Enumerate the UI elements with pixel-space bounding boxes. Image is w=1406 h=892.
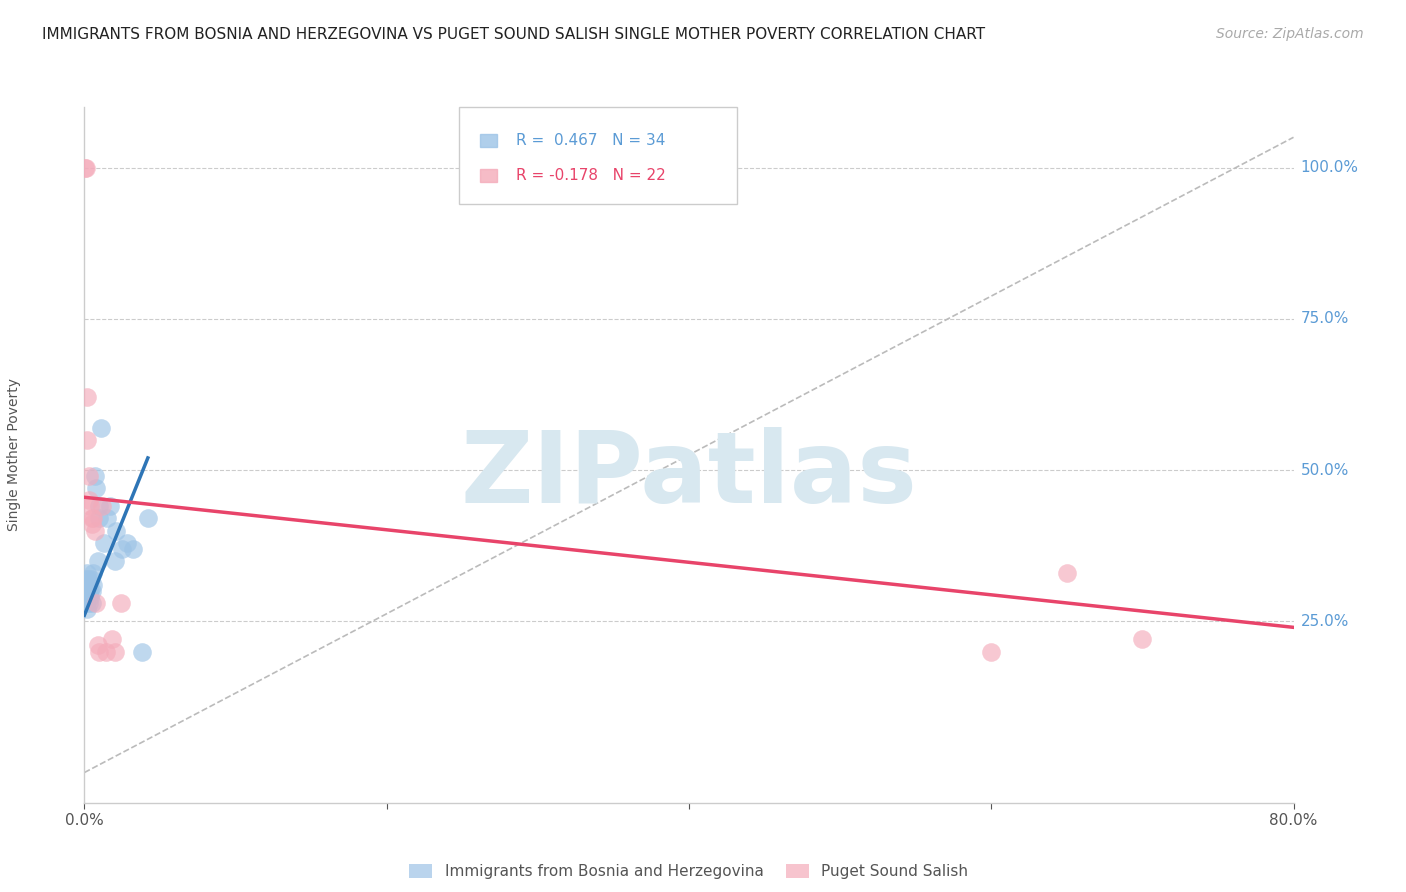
- Text: Single Mother Poverty: Single Mother Poverty: [7, 378, 21, 532]
- Point: [77, 584, 100, 599]
- Point: [93, 535, 115, 549]
- Point: [82, 578, 104, 592]
- Point: [76, 578, 98, 592]
- Point: [76, 602, 98, 616]
- Point: [98, 500, 121, 514]
- Point: [90, 420, 112, 434]
- Point: [77, 493, 100, 508]
- Point: [76, 433, 98, 447]
- Point: [91, 500, 114, 514]
- FancyBboxPatch shape: [479, 134, 498, 146]
- Point: [980, 644, 1002, 658]
- Point: [86, 596, 108, 610]
- Point: [75, 596, 97, 610]
- Point: [115, 535, 138, 549]
- Point: [110, 596, 132, 610]
- Point: [77, 578, 100, 592]
- FancyBboxPatch shape: [460, 107, 737, 204]
- Text: R =  0.467   N = 34: R = 0.467 N = 34: [516, 133, 665, 148]
- Point: [121, 541, 143, 556]
- Point: [104, 644, 127, 658]
- Point: [96, 511, 118, 525]
- Point: [80, 572, 103, 586]
- Point: [94, 644, 117, 658]
- Point: [84, 469, 107, 483]
- Point: [1130, 632, 1153, 647]
- Text: 75.0%: 75.0%: [1301, 311, 1348, 326]
- Point: [75, 572, 97, 586]
- Point: [77, 469, 100, 483]
- Point: [87, 639, 110, 653]
- Point: [79, 584, 101, 599]
- Text: ZIPatlas: ZIPatlas: [461, 427, 917, 524]
- Point: [82, 566, 104, 580]
- Point: [80, 511, 103, 525]
- Text: 50.0%: 50.0%: [1301, 463, 1348, 477]
- Point: [79, 500, 101, 514]
- Point: [86, 481, 108, 495]
- Text: IMMIGRANTS FROM BOSNIA AND HERZEGOVINA VS PUGET SOUND SALISH SINGLE MOTHER POVER: IMMIGRANTS FROM BOSNIA AND HERZEGOVINA V…: [42, 27, 986, 42]
- Point: [80, 517, 103, 532]
- Point: [75, 161, 97, 175]
- Point: [131, 644, 153, 658]
- Point: [76, 590, 98, 604]
- Point: [80, 596, 103, 610]
- Text: 100.0%: 100.0%: [1301, 160, 1358, 175]
- Legend: Immigrants from Bosnia and Herzegovina, Puget Sound Salish: Immigrants from Bosnia and Herzegovina, …: [404, 858, 974, 886]
- Point: [89, 511, 111, 525]
- Point: [136, 511, 159, 525]
- Point: [75, 584, 97, 599]
- Point: [82, 511, 104, 525]
- Point: [89, 500, 111, 514]
- Text: R = -0.178   N = 22: R = -0.178 N = 22: [516, 168, 666, 183]
- Point: [111, 541, 134, 556]
- Text: 25.0%: 25.0%: [1301, 614, 1348, 629]
- Point: [77, 596, 100, 610]
- Point: [80, 584, 103, 599]
- Point: [104, 554, 127, 568]
- FancyBboxPatch shape: [479, 169, 498, 182]
- Point: [79, 590, 101, 604]
- Point: [87, 554, 110, 568]
- Point: [89, 644, 111, 658]
- Point: [76, 566, 98, 580]
- Point: [100, 632, 122, 647]
- Point: [75, 161, 97, 175]
- Point: [84, 524, 107, 538]
- Point: [1056, 566, 1078, 580]
- Point: [105, 524, 128, 538]
- Point: [76, 391, 98, 405]
- Point: [77, 572, 100, 586]
- Text: Source: ZipAtlas.com: Source: ZipAtlas.com: [1216, 27, 1364, 41]
